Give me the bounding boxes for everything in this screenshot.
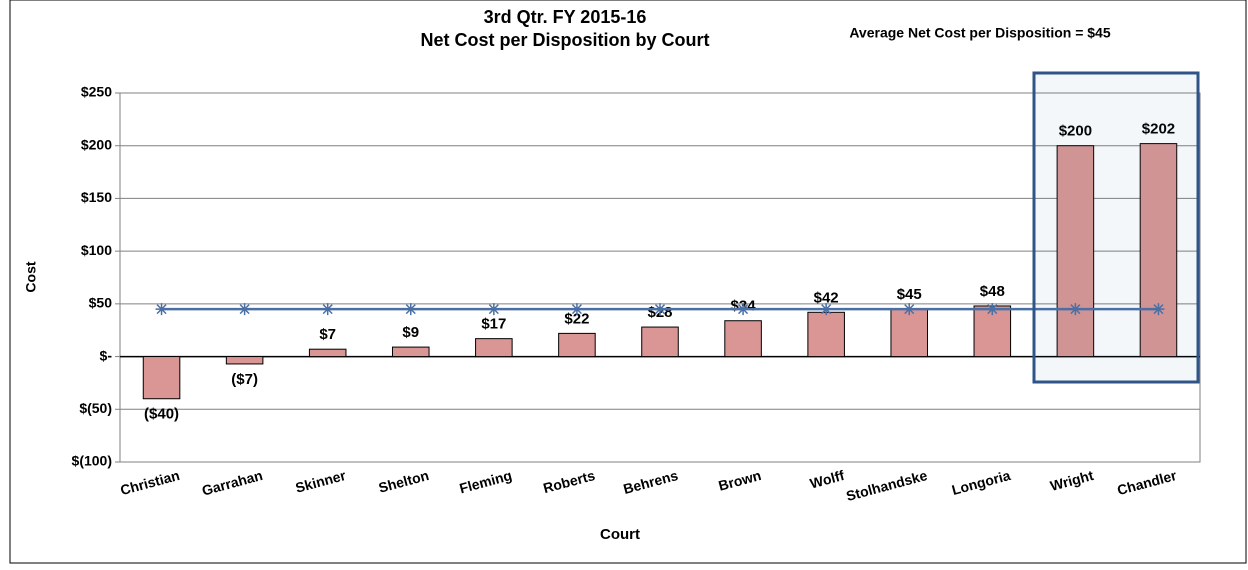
line-marker xyxy=(737,303,750,316)
chart-subtitle: Net Cost per Disposition by Court xyxy=(420,30,709,50)
data-label: $17 xyxy=(481,316,506,333)
x-tick-label: Fleming xyxy=(458,467,514,496)
x-tick-label: Roberts xyxy=(541,467,596,496)
x-tick-label: Wolff xyxy=(808,467,846,492)
line-marker xyxy=(1152,303,1165,316)
y-tick-label: $(50) xyxy=(79,400,112,416)
y-tick-label: $(100) xyxy=(72,453,112,469)
y-tick-label: $150 xyxy=(81,189,112,205)
bar xyxy=(558,332,596,358)
line-marker xyxy=(654,303,666,316)
data-label: $42 xyxy=(814,289,839,306)
bar xyxy=(1139,143,1178,358)
line-marker xyxy=(903,303,916,316)
line-marker xyxy=(238,303,251,316)
data-label: $22 xyxy=(564,310,589,327)
line-marker xyxy=(404,303,417,316)
x-tick-label: Skinner xyxy=(294,467,348,496)
bar xyxy=(641,326,679,358)
x-tick-label: Shelton xyxy=(377,467,431,496)
y-axis-label: Cost xyxy=(23,261,39,292)
line-marker xyxy=(986,303,999,316)
bar xyxy=(391,346,430,358)
bar xyxy=(225,356,264,365)
data-label: $9 xyxy=(402,324,419,341)
line-marker xyxy=(570,303,583,316)
data-label: ($7) xyxy=(231,371,258,388)
data-label: $7 xyxy=(319,326,336,343)
bar xyxy=(890,308,929,358)
data-label: ($40) xyxy=(144,406,179,423)
x-tick-label: Stolhandske xyxy=(844,467,929,504)
highlight-box xyxy=(1032,71,1200,384)
annotation: Average Net Cost per Disposition = $45 xyxy=(849,25,1110,41)
y-tick-label: $250 xyxy=(81,84,112,100)
x-tick-label: Behrens xyxy=(621,467,679,497)
line-marker xyxy=(321,303,334,316)
bar xyxy=(142,356,181,400)
y-tick-label: $200 xyxy=(81,136,112,152)
x-tick-label: Wright xyxy=(1048,467,1095,494)
line-marker xyxy=(820,303,833,316)
x-tick-label: Longoria xyxy=(950,467,1012,498)
bar xyxy=(308,348,347,358)
data-label: $48 xyxy=(980,283,1005,300)
bar xyxy=(724,320,762,358)
y-tick-label: $100 xyxy=(81,242,112,258)
x-tick-label: Garrahan xyxy=(200,467,264,499)
data-label: $45 xyxy=(897,286,922,303)
line-marker xyxy=(487,303,500,316)
bar xyxy=(475,338,513,358)
x-tick-label: Christian xyxy=(119,467,182,498)
line-marker xyxy=(1069,303,1082,316)
bar xyxy=(1056,145,1095,358)
y-tick-label: $- xyxy=(100,347,113,363)
x-axis-label: Court xyxy=(600,526,640,543)
chart-frame xyxy=(9,0,1247,564)
data-label: $200 xyxy=(1059,123,1092,140)
line-marker xyxy=(155,303,168,316)
data-label: $202 xyxy=(1142,121,1175,138)
bar xyxy=(807,311,845,358)
x-tick-label: Brown xyxy=(717,467,763,494)
x-tick-label: Chandler xyxy=(1115,467,1178,498)
y-tick-label: $50 xyxy=(89,295,113,311)
chart-title: 3rd Qtr. FY 2015-16 xyxy=(484,7,647,27)
